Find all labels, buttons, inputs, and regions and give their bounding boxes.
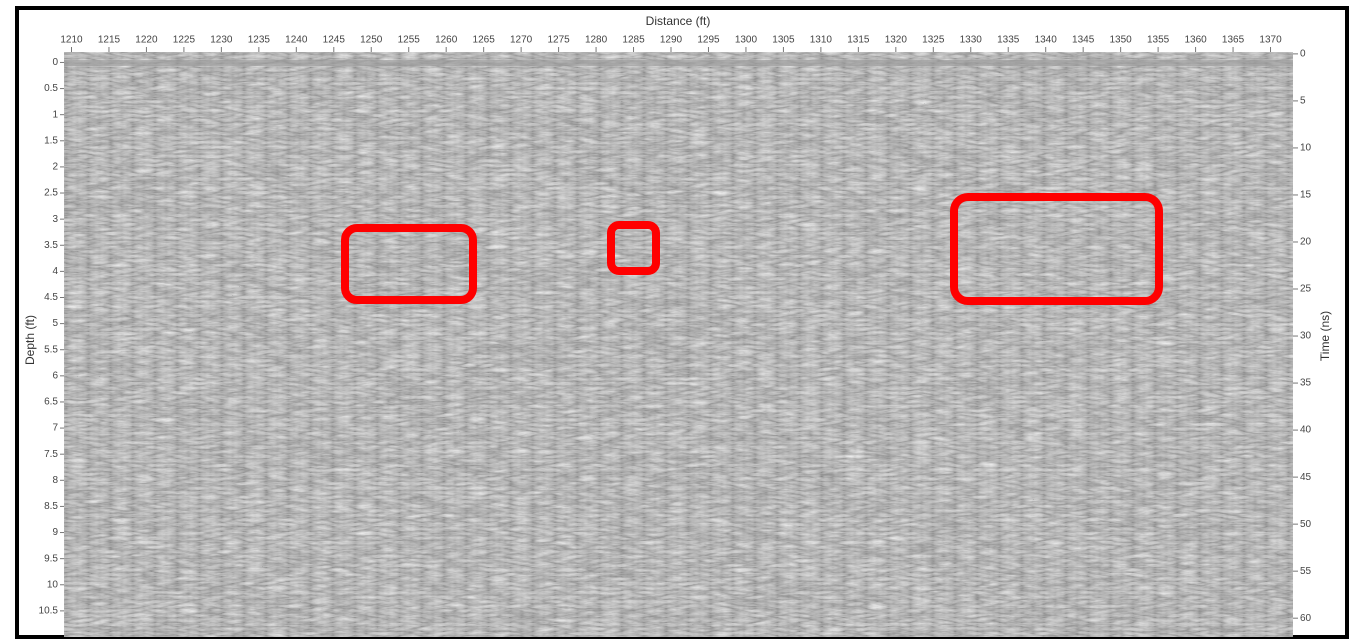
x-tick-label: 1295 (697, 35, 720, 46)
y2-tick-label: 20 (1300, 237, 1312, 248)
x-tick-label: 1240 (285, 35, 308, 46)
y-tick-label: 4.5 (44, 292, 58, 303)
surface-band (64, 60, 1293, 66)
highlight-box (950, 193, 1163, 305)
y2-tick-label: 35 (1300, 378, 1312, 389)
y2-tick-label: 45 (1300, 472, 1312, 483)
x-tick-label: 1310 (810, 35, 833, 46)
x-tick-label: 1360 (1184, 35, 1207, 46)
y2-tick-label: 55 (1300, 566, 1312, 577)
y-tick-label: 5.5 (44, 344, 58, 355)
highlight-box (341, 224, 477, 304)
x-tick-label: 1355 (1147, 35, 1170, 46)
x-tick-label: 1335 (997, 35, 1020, 46)
y-tick-label: 1 (52, 109, 58, 120)
x-tick-label: 1370 (1259, 35, 1282, 46)
y-tick-label: 6.5 (44, 397, 58, 408)
y2-tick-label: 50 (1300, 519, 1312, 530)
x-tick-label: 1290 (660, 35, 683, 46)
x-tick-label: 1245 (323, 35, 346, 46)
x-tick-label: 1315 (847, 35, 870, 46)
y-tick-label: 1.5 (44, 135, 58, 146)
x-tick-label: 1260 (435, 35, 458, 46)
x-tick-label: 1305 (772, 35, 795, 46)
y-tick-label: 9 (52, 527, 58, 538)
y-tick-label: 2 (52, 162, 58, 173)
x-tick-label: 1255 (398, 35, 421, 46)
x-tick-label: 1330 (960, 35, 983, 46)
x-tick-label: 1220 (135, 35, 158, 46)
y-tick-label: 3.5 (44, 240, 58, 251)
y2-tick-label: 0 (1300, 49, 1306, 60)
y2-axis-title: Time (ns) (1318, 311, 1332, 361)
x-tick-label: 1265 (473, 35, 496, 46)
y-tick-label: 5 (52, 318, 58, 329)
x-tick-label: 1350 (1110, 35, 1133, 46)
y-tick-label: 10 (47, 579, 59, 590)
y-axis-title: Depth (ft) (23, 315, 37, 365)
y2-tick-label: 25 (1300, 284, 1312, 295)
x-tick-label: 1230 (210, 35, 233, 46)
y-tick-label: 8.5 (44, 501, 58, 512)
x-tick-label: 1300 (735, 35, 758, 46)
highlight-box (607, 221, 660, 275)
y-tick-label: 7 (52, 423, 58, 434)
x-tick-label: 1365 (1222, 35, 1245, 46)
radargram-image (64, 52, 1293, 637)
y-tick-label: 8 (52, 475, 58, 486)
x-tick-label: 1225 (173, 35, 196, 46)
x-tick-label: 1210 (60, 35, 83, 46)
x-tick-label: 1270 (510, 35, 533, 46)
x-tick-label: 1215 (98, 35, 121, 46)
x-tick-label: 1250 (360, 35, 383, 46)
x-tick-label: 1320 (885, 35, 908, 46)
y-tick-label: 9.5 (44, 553, 58, 564)
y2-tick-label: 60 (1300, 613, 1312, 624)
y-tick-label: 4 (52, 266, 58, 277)
y-tick-label: 0.5 (44, 83, 58, 94)
x-tick-label: 1275 (547, 35, 570, 46)
y2-tick-label: 10 (1300, 143, 1312, 154)
y-tick-label: 3 (52, 214, 58, 225)
y2-tick-label: 40 (1300, 425, 1312, 436)
x-axis-title: Distance (ft) (646, 14, 711, 28)
x-tick-label: 1345 (1072, 35, 1095, 46)
x-tick-label: 1280 (585, 35, 608, 46)
x-tick-label: 1285 (622, 35, 645, 46)
y2-tick-label: 5 (1300, 96, 1306, 107)
x-tick-label: 1235 (248, 35, 271, 46)
y-tick-label: 7.5 (44, 449, 58, 460)
y-tick-label: 6 (52, 370, 58, 381)
x-tick-label: 1340 (1035, 35, 1058, 46)
y-tick-label: 0 (52, 57, 58, 68)
y2-tick-label: 30 (1300, 331, 1312, 342)
y-tick-label: 2.5 (44, 188, 58, 199)
y-tick-label: 10.5 (39, 606, 59, 617)
x-tick-label: 1325 (922, 35, 945, 46)
y2-tick-label: 15 (1300, 190, 1312, 201)
